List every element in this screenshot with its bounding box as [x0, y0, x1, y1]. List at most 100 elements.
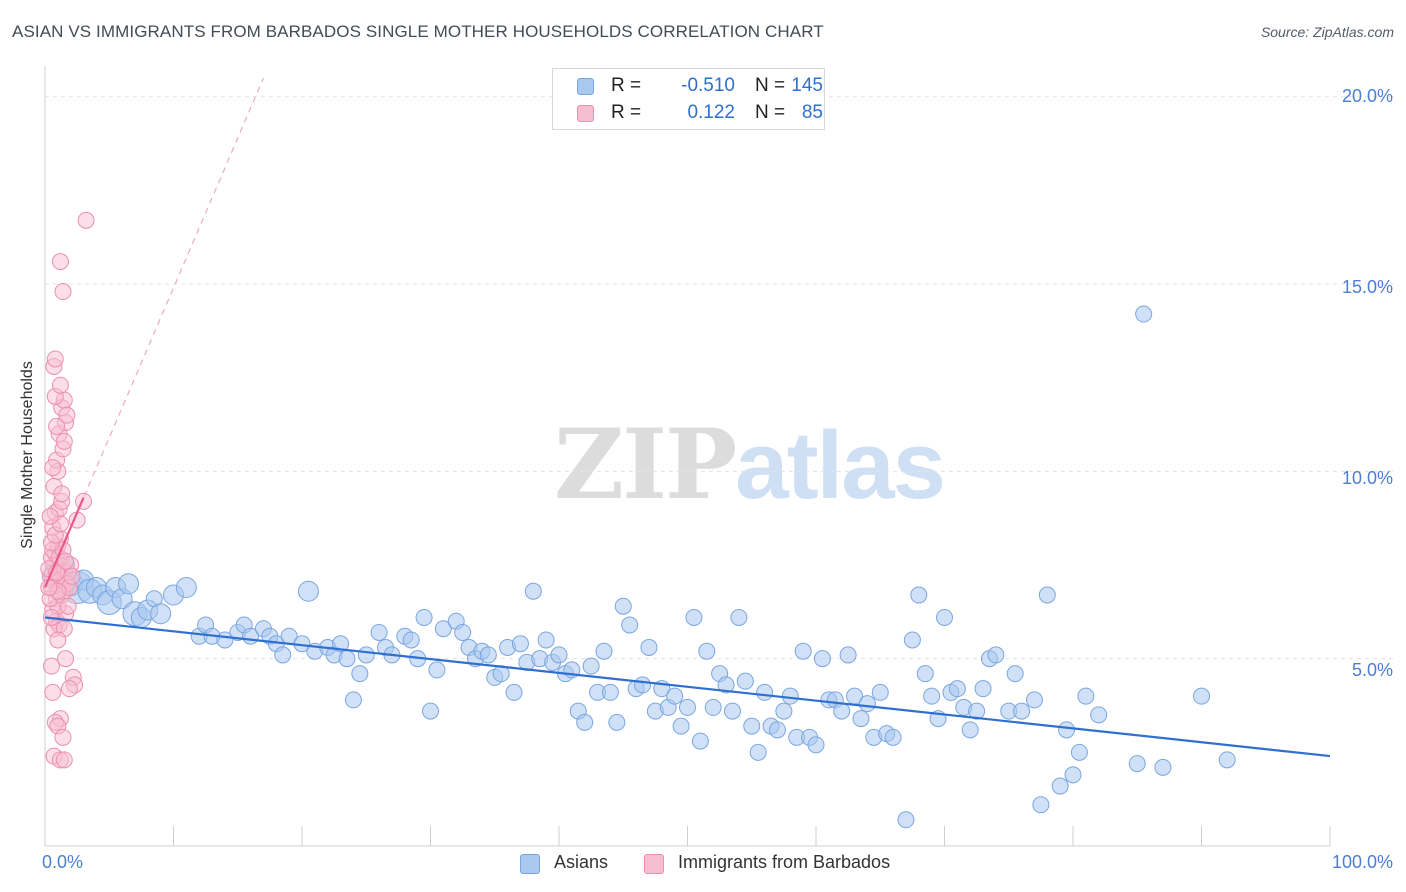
bottom-legend-swatch-barbados	[644, 854, 664, 874]
data-point-asians	[968, 702, 986, 720]
legend-swatch-asians	[577, 78, 594, 95]
data-point-barbados	[63, 567, 81, 585]
legend-r-label: R =	[611, 102, 642, 123]
data-point-asians	[601, 683, 619, 701]
data-point-asians	[948, 680, 966, 698]
data-point-asians	[936, 608, 953, 626]
data-point-asians	[666, 687, 684, 705]
data-point-asians	[434, 620, 452, 638]
legend-n-label: N =	[755, 102, 786, 123]
data-point-barbados	[53, 485, 71, 503]
stats-legend: R = -0.510 N = 145 R = 0.122 N = 85	[552, 68, 825, 130]
data-point-asians	[479, 646, 497, 664]
data-point-asians	[1154, 758, 1172, 776]
data-point-barbados	[54, 283, 72, 301]
data-point-asians	[775, 702, 793, 720]
data-point-asians	[595, 642, 613, 660]
data-point-asians	[717, 676, 735, 694]
data-point-asians	[344, 691, 362, 709]
data-point-asians	[297, 580, 319, 602]
data-point-asians	[524, 582, 542, 600]
data-point-asians	[736, 672, 754, 690]
data-point-barbados	[49, 631, 67, 649]
legend-r-value: -0.510	[681, 75, 735, 96]
data-point-barbados	[57, 552, 75, 570]
data-point-asians	[691, 732, 709, 750]
data-point-asians	[1090, 706, 1108, 724]
legend-r-value: 0.122	[687, 102, 735, 123]
data-point-asians	[1058, 721, 1076, 739]
bottom-legend-label-barbados: Immigrants from Barbados	[678, 852, 891, 872]
data-point-asians	[1032, 796, 1050, 814]
data-point-asians	[582, 657, 600, 675]
legend-n-value: 85	[801, 102, 823, 123]
trend-line-barbados	[43, 497, 85, 588]
data-point-asians	[852, 710, 870, 728]
bottom-legend-label-asians: Asians	[554, 852, 609, 872]
data-point-barbados	[51, 376, 69, 394]
data-point-asians	[402, 631, 420, 649]
data-point-barbados	[51, 253, 69, 271]
data-point-asians	[749, 743, 767, 761]
data-point-barbados	[40, 579, 58, 597]
data-point-asians	[1064, 766, 1082, 784]
data-point-barbados	[60, 680, 78, 698]
data-point-barbados	[59, 597, 77, 615]
data-point-asians	[679, 698, 696, 716]
data-point-asians	[923, 687, 941, 705]
data-point-asians	[961, 721, 979, 739]
data-point-asians	[858, 695, 876, 713]
data-point-asians	[511, 635, 529, 653]
data-point-asians	[672, 717, 690, 735]
data-point-asians	[621, 616, 639, 634]
data-point-asians	[743, 717, 761, 735]
data-point-asians	[537, 631, 555, 649]
data-point-barbados	[44, 683, 62, 701]
data-point-barbados	[41, 507, 59, 525]
data-point-asians	[351, 665, 369, 683]
data-point-asians	[1025, 691, 1043, 709]
data-point-asians	[1128, 755, 1146, 773]
data-point-asians	[1070, 743, 1088, 761]
data-point-barbados	[48, 417, 66, 435]
data-point-asians	[274, 646, 292, 664]
data-point-asians	[903, 631, 921, 649]
data-point-asians	[730, 608, 748, 626]
data-point-asians	[884, 728, 902, 746]
data-point-asians	[756, 683, 774, 701]
data-point-asians	[1135, 305, 1153, 323]
data-point-asians	[781, 687, 799, 705]
data-point-asians	[1013, 702, 1031, 720]
data-point-asians	[422, 702, 439, 720]
data-point-asians	[550, 646, 568, 664]
data-point-asians	[338, 650, 356, 668]
data-point-asians	[916, 665, 934, 683]
data-point-asians	[415, 608, 433, 626]
data-point-asians	[150, 603, 172, 625]
data-point-asians	[454, 623, 472, 641]
x-tick-label-max: 100.0%	[1331, 852, 1393, 872]
data-point-asians	[634, 676, 652, 694]
data-point-asians	[1006, 665, 1024, 683]
chart-title: ASIAN VS IMMIGRANTS FROM BARBADOS SINGLE…	[12, 22, 824, 41]
x-tick-label-min: 0.0%	[42, 852, 84, 872]
data-point-barbados	[46, 350, 64, 368]
y-tick-label-10: 10.0%	[1341, 468, 1393, 488]
data-point-asians	[505, 683, 523, 701]
source-label: Source: ZipAtlas.com	[1260, 24, 1394, 40]
data-point-asians	[839, 646, 857, 664]
legend-n-label: N =	[755, 75, 786, 96]
data-point-asians	[332, 635, 350, 653]
data-point-asians	[723, 702, 741, 720]
data-point-asians	[987, 646, 1005, 664]
data-point-asians	[576, 713, 594, 731]
data-point-asians	[813, 650, 831, 668]
data-point-asians	[685, 608, 703, 626]
y-tick-label-15: 15.0%	[1341, 277, 1393, 297]
bottom-legend-swatch-asians	[520, 854, 540, 874]
data-point-asians	[698, 642, 716, 660]
data-point-asians	[833, 702, 851, 720]
data-point-asians	[807, 736, 825, 754]
data-point-asians	[428, 661, 446, 679]
legend-swatch-barbados	[577, 105, 594, 122]
